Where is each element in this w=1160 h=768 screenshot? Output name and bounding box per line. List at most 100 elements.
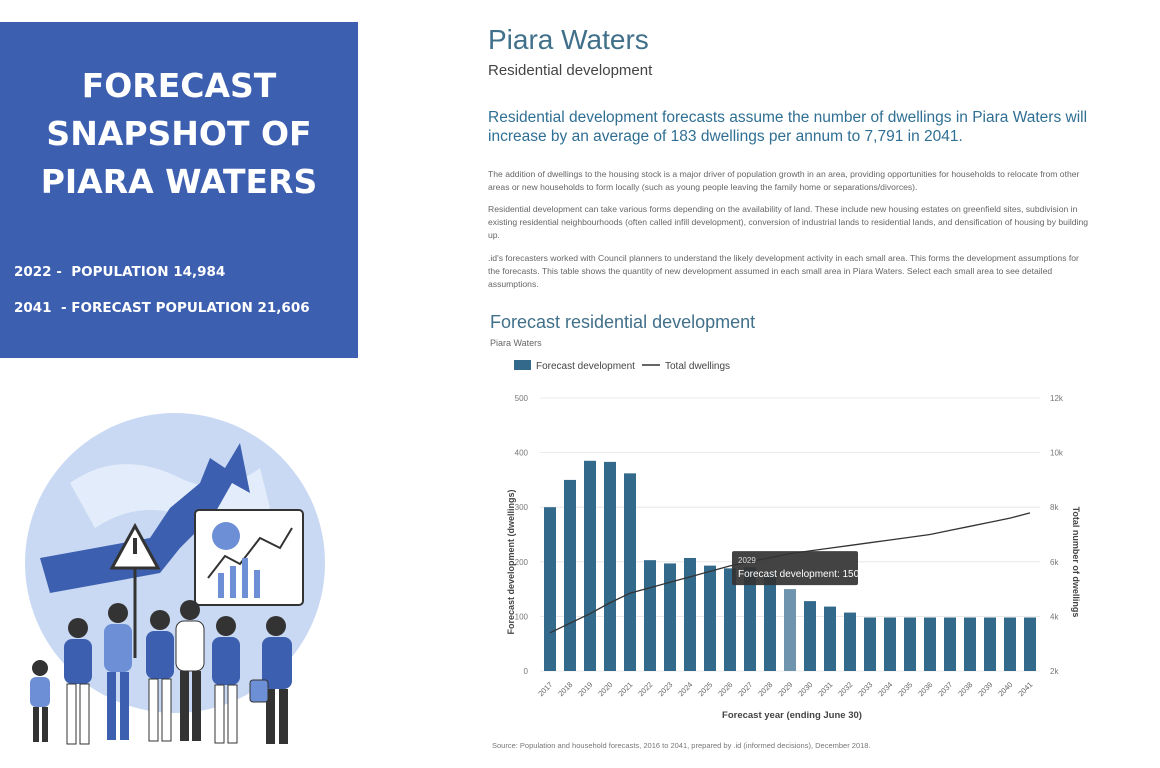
x-tick-label: 2030 — [796, 680, 814, 698]
chart-title: Forecast residential development — [490, 312, 756, 332]
chart-legend: Forecast development Total dwellings — [514, 360, 730, 372]
bar-icon — [218, 573, 224, 598]
bar — [584, 460, 596, 671]
bar — [844, 612, 856, 671]
x-tick-label: 2023 — [656, 680, 674, 698]
x-tick-label: 2041 — [1016, 680, 1034, 698]
bar — [824, 606, 836, 671]
x-tick-label: 2039 — [976, 680, 994, 698]
y2-tick-label: 10k — [1050, 449, 1064, 458]
bar — [924, 617, 936, 671]
bar — [1004, 617, 1016, 671]
tooltip-label: Forecast development: 150 — [738, 569, 860, 580]
bar — [904, 617, 916, 671]
y-tick-label: 300 — [515, 503, 529, 512]
page-title: Piara Waters — [488, 24, 649, 55]
bar — [964, 617, 976, 671]
y2-tick-label: 2k — [1050, 667, 1059, 676]
x-tick-label: 2038 — [956, 680, 974, 698]
chart-board-icon — [194, 509, 304, 606]
y-tick-label: 500 — [515, 394, 529, 403]
bar — [1024, 617, 1036, 671]
bar-icon — [254, 570, 260, 598]
tooltip-year: 2029 — [738, 556, 756, 565]
bar — [644, 560, 656, 671]
x-tick-label: 2019 — [576, 680, 594, 698]
bar — [984, 617, 996, 671]
x-tick-label: 2020 — [596, 680, 614, 698]
x-tick-label: 2034 — [876, 680, 894, 698]
paragraph: Residential development can take various… — [488, 204, 1089, 240]
y-tick-label: 100 — [515, 612, 529, 621]
x-tick-label: 2022 — [636, 680, 654, 698]
page-subtitle: Residential development — [488, 62, 653, 79]
bar — [704, 565, 716, 671]
trend-arrow-icon — [40, 443, 250, 593]
x-tick-label: 2021 — [616, 680, 634, 698]
x-tick-label: 2029 — [776, 680, 794, 698]
panel-title-line: PIARA WATERS — [40, 162, 318, 201]
x-tick-label: 2025 — [696, 680, 714, 698]
paragraph: The addition of dwellings to the housing… — [488, 169, 1080, 192]
bar-series — [544, 460, 1036, 671]
bar — [864, 617, 876, 671]
y-axis-ticks: 0 100 200 300 400 500 — [515, 394, 529, 676]
paragraph: .id's forecasters worked with Council pl… — [488, 253, 1079, 289]
line-chart-icon — [207, 527, 293, 579]
y-axis-label: Forecast development (dwellings) — [506, 489, 516, 634]
y2-tick-label: 8k — [1050, 503, 1059, 512]
bar — [564, 479, 576, 671]
x-tick-label: 2032 — [836, 680, 854, 698]
bar — [684, 557, 696, 671]
chart-tooltip: 2029 Forecast development: 150 — [732, 551, 860, 586]
chart-subtitle: Piara Waters — [490, 338, 542, 348]
y2-axis-label: Total number of dwellings — [1071, 507, 1081, 618]
bar — [664, 563, 676, 671]
legend-swatch-bars — [514, 360, 531, 370]
x-tick-label: 2033 — [856, 680, 874, 698]
y2-tick-label: 12k — [1050, 394, 1064, 403]
bar — [744, 567, 756, 671]
x-tick-label: 2027 — [736, 680, 754, 698]
y-tick-label: 400 — [515, 449, 529, 458]
x-tick-label: 2028 — [756, 680, 774, 698]
x-tick-label: 2035 — [896, 680, 914, 698]
population-2022-stat: 2022 - POPULATION 14,984 — [14, 264, 226, 280]
y-tick-label: 0 — [524, 667, 529, 676]
panel-title-line: SNAPSHOT OF — [46, 114, 312, 153]
legend-label[interactable]: Total dwellings — [665, 361, 730, 372]
x-tick-label: 2031 — [816, 680, 834, 698]
bar-icon — [230, 566, 236, 598]
x-axis-ticks: 2017 2018 2019 2020 2021 2022 2023 2024 2025 2026… — [536, 680, 1034, 698]
pie-chart-icon — [212, 522, 240, 550]
bar — [724, 568, 736, 671]
forecast-snapshot-panel: FORECAST SNAPSHOT OF PIARA WATERS 2022 -… — [0, 22, 358, 358]
forecast-chart: Forecast development Total dwellings 0 10… — [506, 360, 1081, 721]
bar — [804, 601, 816, 671]
panel-title: FORECAST SNAPSHOT OF PIARA WATERS — [0, 62, 358, 206]
bar-icon — [242, 558, 248, 598]
bar — [784, 589, 796, 671]
x-tick-label: 2026 — [716, 680, 734, 698]
x-tick-label: 2024 — [676, 680, 694, 698]
warning-mark — [133, 538, 137, 554]
x-tick-label: 2018 — [556, 680, 574, 698]
source-note: Source: Population and household forecas… — [492, 741, 871, 750]
lead-statement: Residential development forecasts assume… — [488, 109, 1088, 145]
growth-illustration — [25, 413, 325, 745]
population-2041-stat: 2041 - FORECAST POPULATION 21,606 — [14, 300, 310, 316]
x-tick-label: 2037 — [936, 680, 954, 698]
bar — [544, 507, 556, 671]
bar — [884, 617, 896, 671]
bar — [944, 617, 956, 671]
people-group-icon — [30, 600, 292, 745]
y-tick-label: 200 — [515, 558, 529, 567]
bar — [624, 473, 636, 671]
bar — [764, 572, 776, 671]
tooltip-box — [732, 551, 858, 586]
y2-axis-ticks: 2k 4k 6k 8k 10k 12k — [1050, 394, 1064, 676]
bar — [604, 461, 616, 671]
y2-tick-label: 4k — [1050, 612, 1059, 621]
x-axis-label: Forecast year (ending June 30) — [722, 710, 862, 721]
legend-label[interactable]: Forecast development — [536, 361, 635, 372]
